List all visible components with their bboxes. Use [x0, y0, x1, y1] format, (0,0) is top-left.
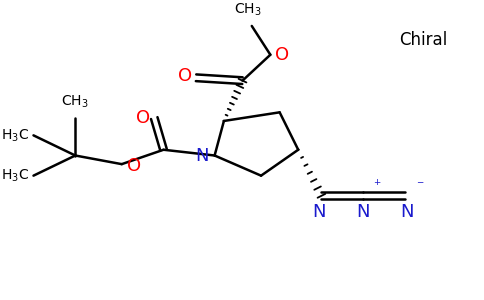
Text: O: O [126, 157, 141, 175]
Text: N: N [357, 203, 370, 221]
Text: N: N [400, 203, 414, 221]
Text: Chiral: Chiral [399, 32, 448, 50]
Text: N: N [312, 203, 325, 221]
Text: H$_3$C: H$_3$C [0, 127, 29, 144]
Text: CH$_3$: CH$_3$ [61, 94, 89, 110]
Text: H$_3$C: H$_3$C [0, 167, 29, 184]
Text: $^+$: $^+$ [372, 179, 382, 192]
Text: $^{-}$: $^{-}$ [416, 179, 424, 192]
Text: O: O [178, 67, 192, 85]
Text: O: O [275, 46, 289, 64]
Text: O: O [136, 109, 151, 127]
Text: N: N [196, 146, 209, 164]
Text: CH$_3$: CH$_3$ [234, 2, 262, 18]
